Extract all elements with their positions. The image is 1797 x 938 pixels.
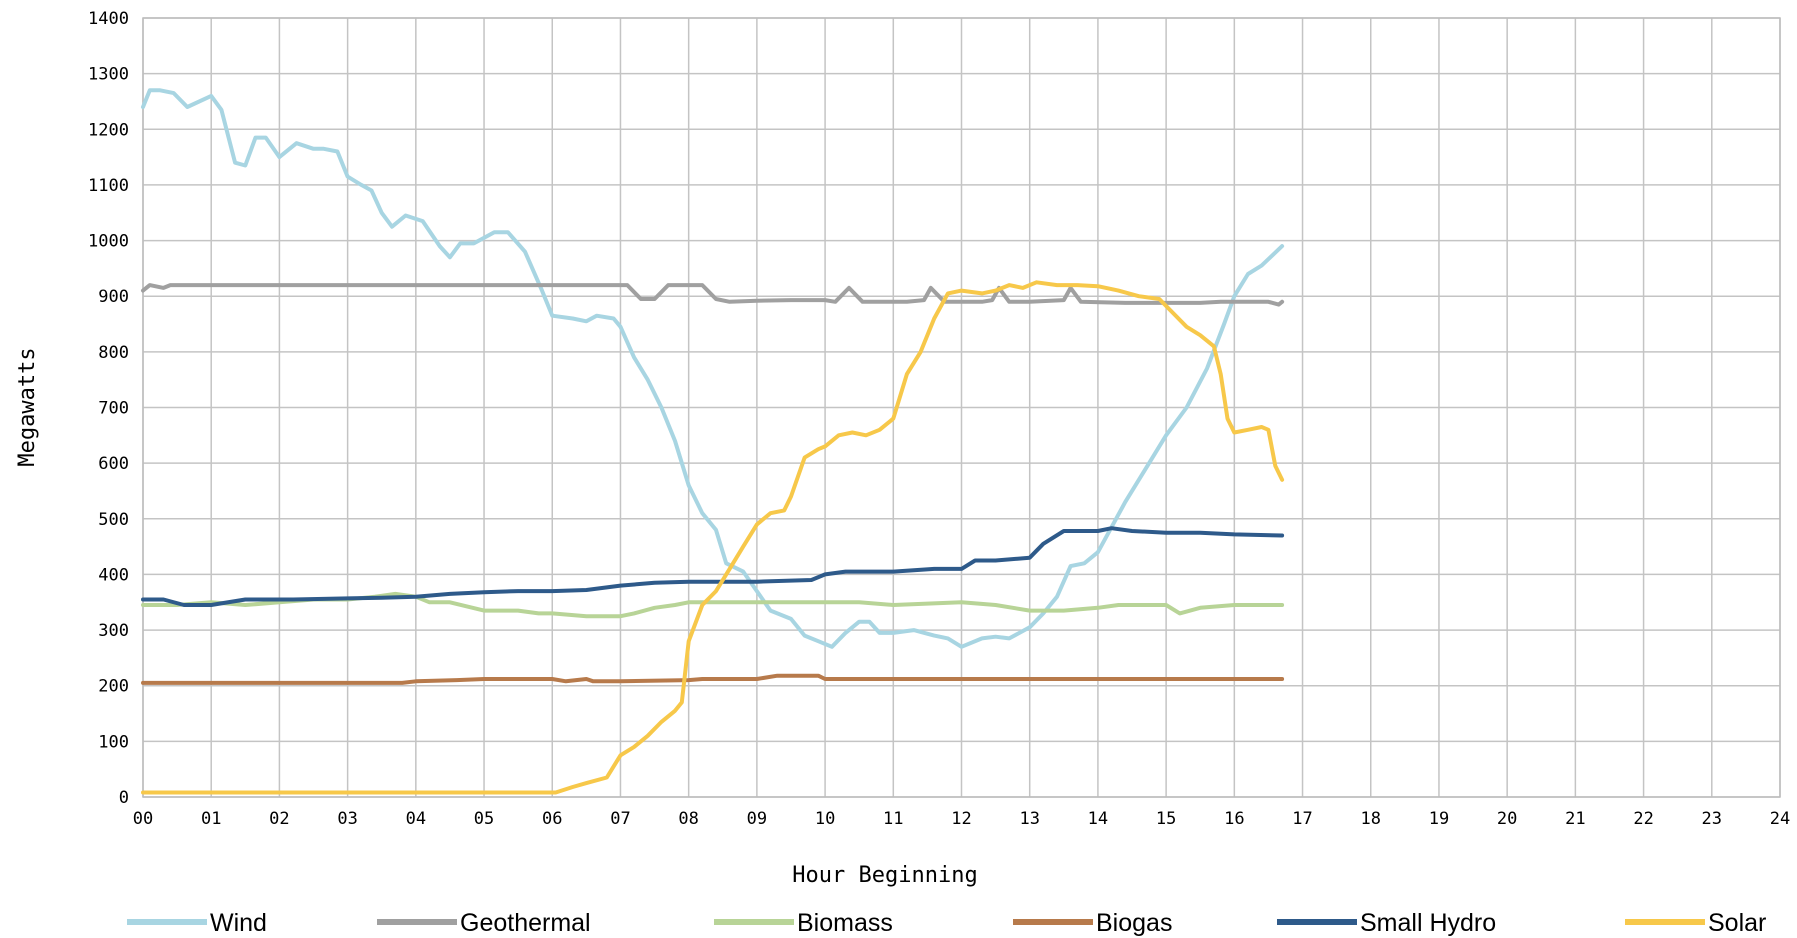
x-tick-label: 11 bbox=[883, 809, 903, 829]
y-tick-label: 1200 bbox=[88, 120, 129, 140]
y-tick-label: 400 bbox=[98, 565, 129, 585]
x-tick-label: 17 bbox=[1292, 809, 1312, 829]
y-tick-label: 300 bbox=[98, 621, 129, 641]
x-tick-label: 19 bbox=[1429, 809, 1449, 829]
series-line-solar bbox=[141, 280, 1285, 795]
y-axis-title: Megawatts bbox=[15, 347, 40, 466]
x-tick-label: 23 bbox=[1702, 809, 1722, 829]
x-axis-ticks: 00 01 02 03 04 05 06 07 08 09 10 11 12 13 14 15 16 17 18 19… bbox=[133, 809, 1790, 829]
x-tick-label: 08 bbox=[678, 809, 698, 829]
y-tick-label: 900 bbox=[98, 287, 129, 307]
y-tick-label: 500 bbox=[98, 510, 129, 530]
series-lines bbox=[141, 88, 1285, 795]
series-line-biogas bbox=[141, 673, 1285, 685]
y-tick-label: 800 bbox=[98, 343, 129, 363]
y-axis-ticks: 0 100 200 300 400 500 600 700 800 900 1000 1100 1200… bbox=[88, 9, 129, 808]
x-tick-label: 22 bbox=[1633, 809, 1653, 829]
x-tick-label: 06 bbox=[542, 809, 562, 829]
series-line-geothermal bbox=[141, 283, 1285, 307]
legend-label-small-hydro: Small Hydro bbox=[1360, 909, 1496, 937]
x-tick-label: 18 bbox=[1361, 809, 1381, 829]
legend-label-solar: Solar bbox=[1708, 909, 1766, 937]
legend-label-wind: Wind bbox=[210, 909, 267, 937]
x-tick-label: 03 bbox=[337, 809, 357, 829]
x-tick-label: 14 bbox=[1088, 809, 1108, 829]
legend: Wind Geothermal Biomass Biogas Small Hydro So… bbox=[127, 909, 1766, 937]
x-tick-label: 20 bbox=[1497, 809, 1517, 829]
x-tick-label: 10 bbox=[815, 809, 835, 829]
y-tick-label: 1100 bbox=[88, 176, 129, 196]
series-line-small-hydro bbox=[141, 526, 1285, 607]
plot-frame bbox=[142, 17, 1781, 798]
y-tick-label: 1300 bbox=[88, 65, 129, 85]
series-line-wind bbox=[141, 88, 1285, 649]
y-tick-label: 0 bbox=[119, 788, 129, 808]
y-tick-label: 100 bbox=[98, 732, 129, 752]
y-tick-label: 1000 bbox=[88, 232, 129, 252]
legend-label-biogas: Biogas bbox=[1096, 909, 1172, 937]
y-tick-label: 600 bbox=[98, 454, 129, 474]
x-tick-label: 05 bbox=[474, 809, 494, 829]
x-tick-label: 07 bbox=[610, 809, 630, 829]
x-tick-label: 24 bbox=[1770, 809, 1790, 829]
x-axis-title: Hour Beginning bbox=[792, 863, 977, 888]
y-tick-label: 200 bbox=[98, 677, 129, 697]
x-tick-label: 13 bbox=[1019, 809, 1039, 829]
y-tick-label: 700 bbox=[98, 399, 129, 419]
legend-label-geothermal: Geothermal bbox=[460, 909, 591, 937]
x-tick-label: 01 bbox=[201, 809, 221, 829]
x-tick-label: 00 bbox=[133, 809, 153, 829]
legend-label-biomass: Biomass bbox=[797, 909, 893, 937]
y-tick-label: 1400 bbox=[88, 9, 129, 29]
x-tick-label: 04 bbox=[406, 809, 426, 829]
x-tick-label: 15 bbox=[1156, 809, 1176, 829]
x-tick-label: 02 bbox=[269, 809, 289, 829]
x-tick-label: 16 bbox=[1224, 809, 1244, 829]
x-tick-label: 09 bbox=[747, 809, 767, 829]
x-tick-label: 12 bbox=[951, 809, 971, 829]
x-tick-label: 21 bbox=[1565, 809, 1585, 829]
grid-lines bbox=[142, 17, 1781, 798]
